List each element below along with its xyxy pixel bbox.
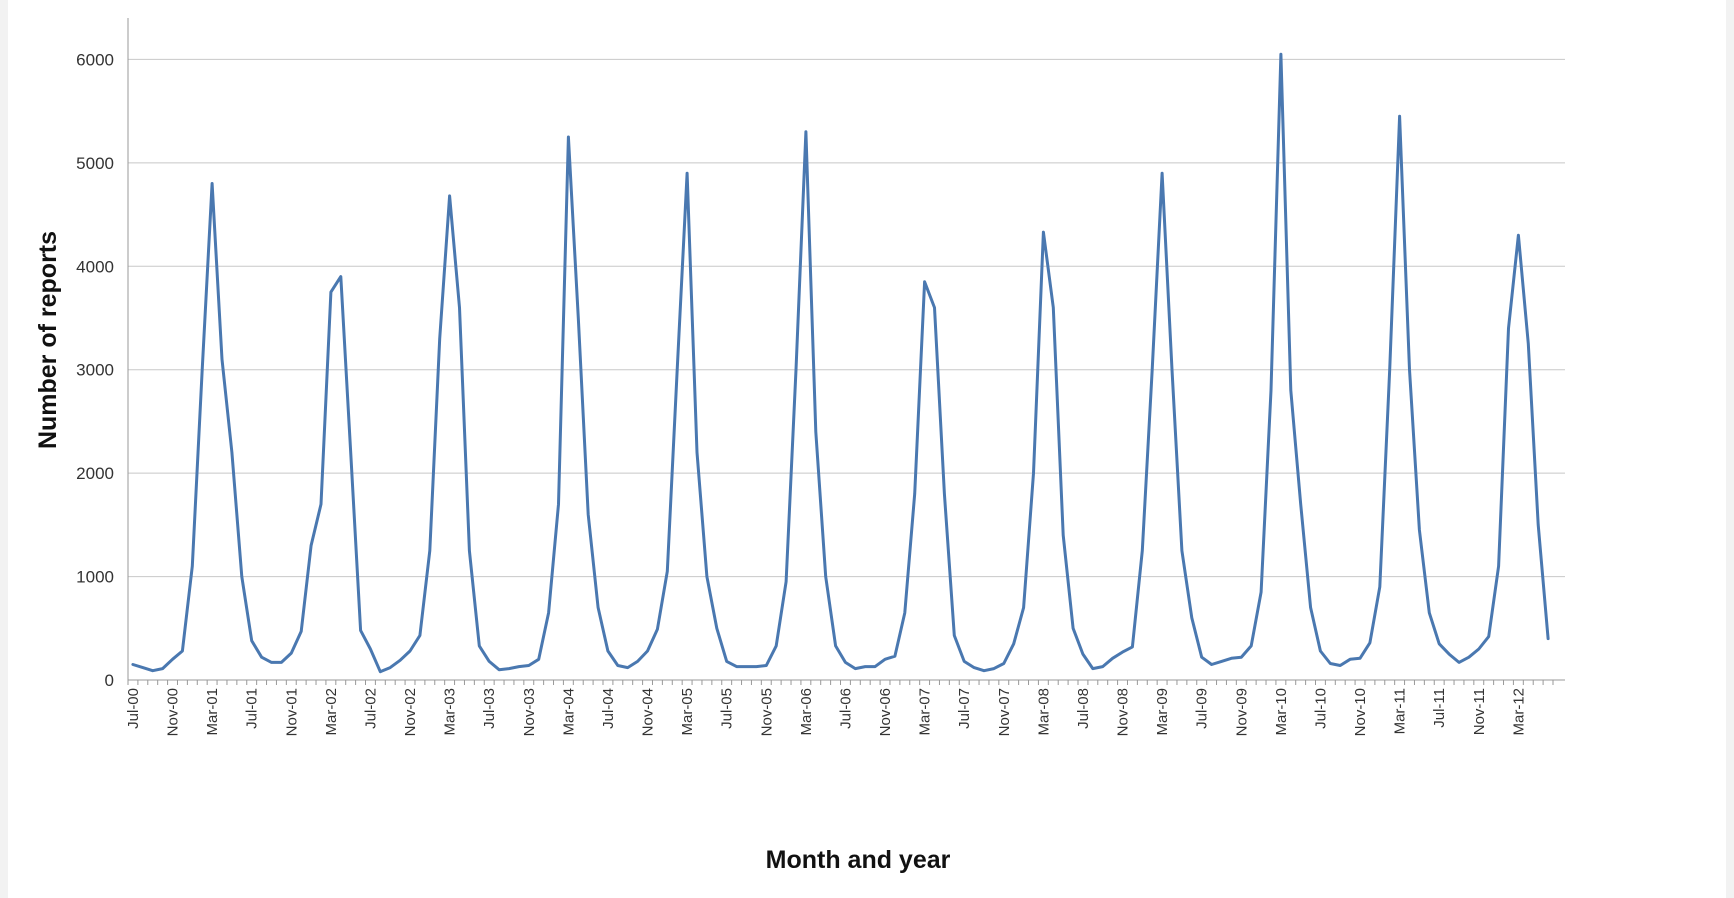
x-tick-label: Mar-03 [442,688,459,736]
x-tick-label: Nov-10 [1352,688,1369,736]
x-tick-label: Nov-05 [758,688,775,736]
x-tick-label: Mar-05 [679,688,696,736]
x-tick-labels: Jul-00 Nov-00 Mar-01 Jul-01 Nov-01 Mar-02 Jul-… [125,688,1527,736]
x-tick-label: Nov-06 [877,688,894,736]
x-tick-label: Nov-03 [521,688,538,736]
line-chart: 0 1000 2000 3000 4000 5000 6000 Jul-00 Nov-00 Ma… [34,18,1565,874]
x-tick-label: Jul-10 [1312,688,1329,729]
x-tick-label: Mar-08 [1035,688,1052,736]
x-tick-label: Jul-00 [125,688,142,729]
y-tick-label: 6000 [76,50,114,69]
x-tick-label: Jul-04 [600,688,617,729]
y-tick-label: 5000 [76,154,114,173]
x-tick-label: Jul-03 [481,688,498,729]
gridlines [128,58,1565,578]
x-tick-label: Jul-05 [719,688,736,729]
x-tick-label: Jul-01 [244,688,261,729]
x-tick-label: Mar-04 [560,688,577,736]
chart-frame: 0 1000 2000 3000 4000 5000 6000 Jul-00 Nov-00 Ma… [8,0,1726,898]
y-tick-label: 2000 [76,464,114,483]
x-tick-label: Jul-09 [1194,688,1211,729]
x-tick-label: Nov-00 [165,688,182,736]
x-tick-label: Mar-07 [917,688,934,736]
y-tick-label: 4000 [76,257,114,276]
x-tick-label: Mar-09 [1154,688,1171,736]
x-tick-label: Mar-02 [323,688,340,736]
y-tick-label: 0 [105,671,114,690]
x-tick-label: Mar-12 [1510,688,1527,736]
x-tick-label: Mar-01 [204,688,221,736]
y-tick-label: 1000 [76,568,114,587]
x-tick-label: Jul-07 [956,688,973,729]
x-tick-label: Jul-06 [837,688,854,729]
y-tick-labels: 0 1000 2000 3000 4000 5000 6000 [76,50,114,690]
series-layer [131,52,1550,674]
x-tick-label: Nov-07 [996,688,1013,736]
x-axis-title: Month and year [766,846,951,874]
x-tick-label: Jul-02 [362,688,379,729]
y-axis-title: Number of reports [34,231,62,449]
x-tick-label: Mar-06 [798,688,815,736]
x-tick-label: Jul-08 [1075,688,1092,729]
axes [127,18,1565,685]
x-tick-label: Nov-09 [1233,688,1250,736]
x-tick-label: Nov-08 [1115,688,1132,736]
x-tick-label: Mar-10 [1273,688,1290,736]
x-tick-label: Mar-11 [1392,688,1409,734]
x-tick-label: Nov-11 [1471,688,1488,735]
x-tick-label: Nov-02 [402,688,419,736]
y-tick-label: 3000 [76,361,114,380]
series-line-reports [131,52,1550,674]
x-tick-label: Jul-11 [1431,688,1448,728]
x-tick-label: Nov-04 [640,688,657,736]
x-tick-label: Nov-01 [283,688,300,736]
